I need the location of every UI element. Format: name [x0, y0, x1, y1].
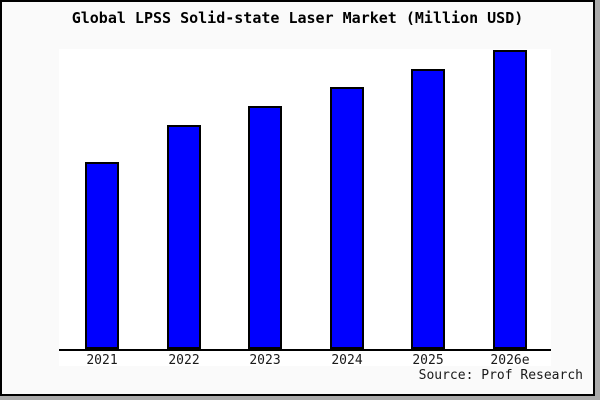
x-tick-label: 2024: [331, 353, 363, 368]
x-tick-label: 2022: [168, 353, 200, 368]
bar-2026e: [493, 50, 527, 349]
bar-2023: [248, 106, 282, 349]
bar-2022: [167, 125, 201, 349]
x-tick-label: 2025: [412, 353, 444, 368]
plot-area: 2021 2022 2023 2024 2025 2026e: [59, 49, 551, 368]
bar-2021: [85, 162, 119, 349]
x-axis-line: [59, 349, 551, 351]
bar-2024: [330, 87, 364, 349]
source-note: Source: Prof Research: [418, 368, 583, 383]
x-tick-label: 2026e: [490, 353, 530, 368]
chart-title: Global LPSS Solid-state Laser Market (Mi…: [71, 9, 524, 27]
x-tick-label: 2023: [249, 353, 281, 368]
x-tick-label: 2021: [86, 353, 118, 368]
bar-2025: [411, 69, 445, 349]
